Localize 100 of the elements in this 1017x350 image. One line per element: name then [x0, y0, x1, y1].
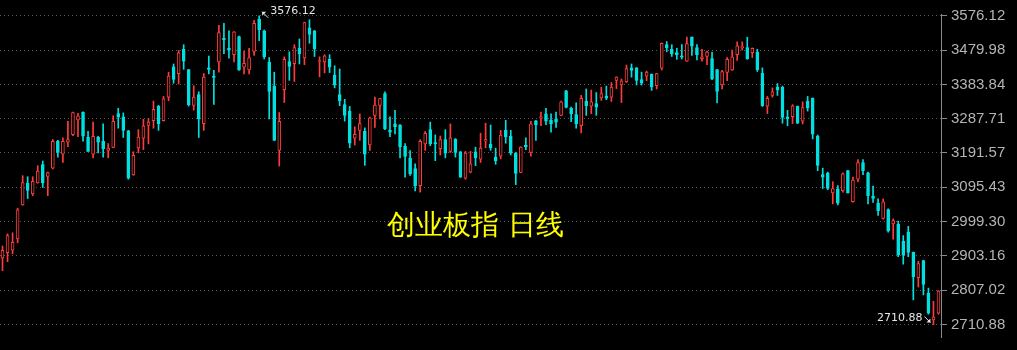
candlestick [272, 71, 277, 142]
candlestick [710, 51, 714, 80]
candlestick [820, 167, 825, 189]
candlestick [549, 113, 553, 133]
candlestick [891, 218, 896, 240]
candlestick [186, 68, 191, 107]
candlestick [363, 127, 367, 166]
candlestick [584, 88, 589, 116]
candlestick [836, 185, 840, 206]
candlestick [518, 146, 523, 174]
candlestick [413, 163, 417, 192]
candlestick [232, 31, 236, 63]
candlestick [755, 49, 760, 72]
candlestick [815, 134, 820, 172]
candlestick [191, 85, 196, 111]
candlestick [745, 36, 750, 60]
candlestick [262, 29, 267, 60]
candlestick [700, 49, 704, 62]
candlestick [121, 112, 126, 138]
candlestick [96, 136, 100, 154]
candlestick [126, 130, 131, 180]
y-tick-label: 3095.43 [951, 177, 1006, 195]
candlestick [45, 171, 50, 196]
y-tick-label: 2999.30 [951, 211, 1006, 229]
y-tick-label: 3479.98 [951, 40, 1006, 58]
candlestick [594, 92, 599, 116]
candlestick [498, 130, 503, 160]
candlestick [267, 57, 272, 120]
y-tick-label: 3287.71 [951, 108, 1006, 126]
candlestick [342, 98, 347, 122]
annotation: 2710.88 [876, 311, 923, 325]
candlestick [25, 176, 30, 199]
candlestick [383, 91, 387, 130]
candlestick [896, 220, 901, 258]
candlestick [680, 44, 684, 60]
candlestick [282, 56, 287, 103]
candlestick [76, 112, 80, 138]
candlestick [851, 176, 855, 203]
candlestick [901, 235, 906, 265]
candlestick [810, 97, 815, 140]
candlestick [433, 134, 438, 162]
candlestick [252, 20, 256, 56]
candlestick [35, 165, 40, 184]
candlestick [423, 131, 428, 151]
y-tick-label: 3191.57 [951, 143, 1006, 161]
candlestick [508, 130, 513, 156]
candlestick [181, 44, 186, 70]
candlestick [589, 89, 594, 114]
candlestick [373, 96, 377, 128]
candlestick [237, 35, 241, 71]
y-tick-label: 3383.84 [951, 74, 1006, 92]
candlestick [529, 121, 533, 157]
candlestick [40, 160, 45, 188]
candlestick [735, 41, 740, 61]
candlestick [91, 121, 95, 159]
candlestick [101, 123, 105, 158]
candlestick [906, 226, 911, 258]
candlestick [111, 115, 116, 149]
candlestick [539, 111, 543, 127]
candlestick [513, 152, 518, 185]
candlestick [483, 122, 488, 149]
candlestick [61, 137, 65, 163]
candlestick [856, 159, 860, 183]
candlestick [247, 47, 251, 75]
candlestick [720, 70, 724, 90]
candlestick [357, 113, 362, 141]
candlestick [217, 25, 221, 73]
candlestick [785, 110, 790, 127]
candlestick [825, 171, 830, 190]
candlestick [579, 95, 584, 134]
candlestick [559, 100, 563, 117]
candlestick [438, 135, 443, 156]
candlestick [674, 47, 679, 60]
candlestick [378, 97, 382, 120]
candlestick [841, 172, 845, 193]
candlestick [196, 91, 201, 138]
candlestick [705, 50, 709, 66]
y-tick-label: 3576.12 [951, 5, 1006, 23]
candlestick [725, 57, 729, 82]
candlestick [861, 159, 865, 175]
candlestick [408, 150, 412, 176]
candlestick [544, 107, 548, 125]
candlestick [418, 139, 423, 193]
candlestick [664, 41, 669, 53]
candlestick [669, 44, 674, 57]
candlestick [277, 112, 282, 167]
candlestick [347, 106, 352, 149]
candlestick [106, 143, 111, 159]
candlestick [352, 126, 357, 146]
candlestick [830, 181, 835, 205]
candlestick [503, 120, 508, 144]
candlestick [730, 49, 734, 71]
candlestick [388, 116, 392, 138]
candlestick [695, 44, 699, 61]
text: 创业板指 日线 [386, 208, 564, 242]
candlestick [911, 251, 916, 301]
candlestick [876, 198, 880, 216]
candlestick [604, 85, 609, 100]
candlestick [403, 143, 407, 178]
candlestick [71, 111, 75, 137]
